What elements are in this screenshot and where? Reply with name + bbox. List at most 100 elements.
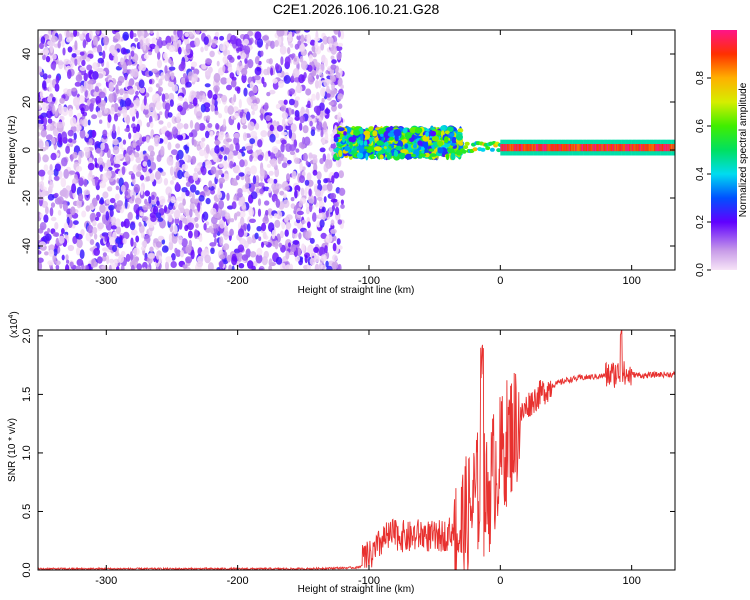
heatmap-carrier-cell xyxy=(663,144,665,152)
heatmap-noise-cell xyxy=(198,234,203,243)
heatmap-carrier-cell xyxy=(588,144,590,152)
heatmap-noise-cell xyxy=(227,66,233,73)
heatmap-noise-cell xyxy=(331,261,339,270)
y-tick-label: 0 xyxy=(21,147,33,153)
heatmap-noise-cell xyxy=(247,59,254,69)
heatmap-noise-cell xyxy=(45,206,49,215)
heatmap-noise-cell xyxy=(199,90,204,96)
heatmap-noise-cell xyxy=(130,237,134,247)
heatmap-noise-cell xyxy=(163,52,168,60)
heatmap-noise-cell xyxy=(258,236,262,241)
heatmap-carrier-cell xyxy=(648,144,651,152)
y-tick-label: 0.0 xyxy=(21,562,33,577)
heatmap-noise-cell xyxy=(97,110,103,118)
heatmap-noise-cell xyxy=(40,129,47,138)
heatmap-noise-cell xyxy=(67,244,75,252)
heatmap-noise-cell xyxy=(115,218,121,228)
heatmap-noise-cell xyxy=(330,45,338,55)
heatmap-noise-cell xyxy=(199,149,205,157)
heatmap-noise-cell xyxy=(198,195,205,202)
heatmap-noise-cell xyxy=(205,144,210,154)
heatmap-noise-cell xyxy=(135,90,139,96)
heatmap-noise-cell xyxy=(123,218,130,229)
heatmap-noise-cell xyxy=(195,190,200,196)
heatmap-carrier-cell xyxy=(600,144,602,152)
heatmap-carrier-cell xyxy=(643,144,646,152)
heatmap-noise-cell xyxy=(185,256,193,264)
heatmap-noise-cell xyxy=(297,247,301,257)
heatmap-noise-cell xyxy=(204,70,212,76)
heatmap-noise-cell xyxy=(65,37,72,43)
heatmap-noise-cell xyxy=(42,154,49,163)
heatmap-noise-cell xyxy=(193,139,197,147)
heatmap-noise-cell xyxy=(49,181,54,190)
heatmap-noise-cell xyxy=(42,54,46,61)
heatmap-noise-cell xyxy=(298,74,305,84)
heatmap-carrier-cell xyxy=(500,144,502,152)
heatmap-noise-cell xyxy=(255,253,263,264)
heatmap-carrier-cell xyxy=(541,144,543,152)
heatmap-noise-cell xyxy=(196,111,203,120)
heatmap-noise-cell xyxy=(150,215,157,223)
heatmap-carrier-cell xyxy=(558,144,560,152)
heatmap-noise-cell xyxy=(177,30,183,38)
heatmap-noise-cell xyxy=(185,189,190,197)
heatmap-noise-cell xyxy=(192,172,199,182)
heatmap-noise-cell xyxy=(318,262,323,270)
heatmap-noise-cell xyxy=(182,73,187,79)
heatmap-carrier-cell xyxy=(650,144,652,152)
heatmap-noise-cell xyxy=(301,219,306,224)
heatmap-band-cell xyxy=(472,147,478,152)
heatmap-noise-cell xyxy=(258,149,263,154)
heatmap-noise-cell xyxy=(176,116,181,124)
heatmap-noise-cell xyxy=(92,62,98,70)
heatmap-noise-cell xyxy=(218,199,225,210)
heatmap-noise-cell xyxy=(55,237,60,246)
heatmap-noise-cell xyxy=(298,232,302,240)
heatmap-noise-cell xyxy=(272,78,278,84)
heatmap-noise-cell xyxy=(170,261,177,268)
heatmap-noise-cell xyxy=(50,202,56,208)
heatmap-noise-cell xyxy=(102,191,109,199)
heatmap-band-cell xyxy=(372,130,378,137)
heatmap-band-cell xyxy=(412,143,418,149)
heatmap-noise-cell xyxy=(304,254,308,264)
heatmap-noise-cell xyxy=(177,169,183,180)
heatmap-noise-cell xyxy=(249,251,257,258)
heatmap-noise-cell xyxy=(39,180,45,191)
heatmap-carrier-cell xyxy=(636,144,639,152)
heatmap-carrier-cell xyxy=(524,144,526,152)
heatmap-noise-cell xyxy=(205,197,211,205)
heatmap-noise-cell xyxy=(72,151,78,159)
heatmap-noise-cell xyxy=(272,121,278,126)
heatmap-noise-cell xyxy=(115,237,122,244)
heatmap-noise-cell xyxy=(324,108,331,115)
heatmap-noise-cell xyxy=(105,211,110,221)
heatmap-noise-cell xyxy=(190,249,195,260)
heatmap-noise-cell xyxy=(124,190,129,196)
heatmap-noise-cell xyxy=(68,108,73,118)
heatmap-noise-cell xyxy=(314,62,321,68)
heatmap-noise-cell xyxy=(106,255,110,265)
heatmap-noise-cell xyxy=(158,235,164,241)
heatmap-noise-cell xyxy=(131,46,136,51)
heatmap-noise-cell xyxy=(287,116,294,125)
heatmap-noise-cell xyxy=(122,231,130,240)
heatmap-noise-cell xyxy=(50,152,57,161)
heatmap-noise-cell xyxy=(38,104,42,110)
heatmap-noise-cell xyxy=(327,182,333,192)
heatmap-noise-cell xyxy=(75,265,82,270)
heatmap-noise-cell xyxy=(237,228,245,238)
heatmap-band-cell xyxy=(464,141,470,146)
heatmap-carrier-cell xyxy=(538,144,540,152)
heatmap-carrier-cell xyxy=(589,144,592,152)
heatmap-noise-cell xyxy=(133,241,137,248)
heatmap-noise-cell xyxy=(213,232,217,238)
heatmap-noise-cell xyxy=(319,219,325,228)
heatmap-noise-cell xyxy=(275,103,281,110)
heatmap-noise-cell xyxy=(219,43,226,52)
heatmap-noise-cell xyxy=(44,141,50,150)
heatmap-carrier-cell xyxy=(659,144,661,152)
heatmap-noise-cell xyxy=(56,121,64,129)
heatmap-noise-cell xyxy=(127,61,133,66)
